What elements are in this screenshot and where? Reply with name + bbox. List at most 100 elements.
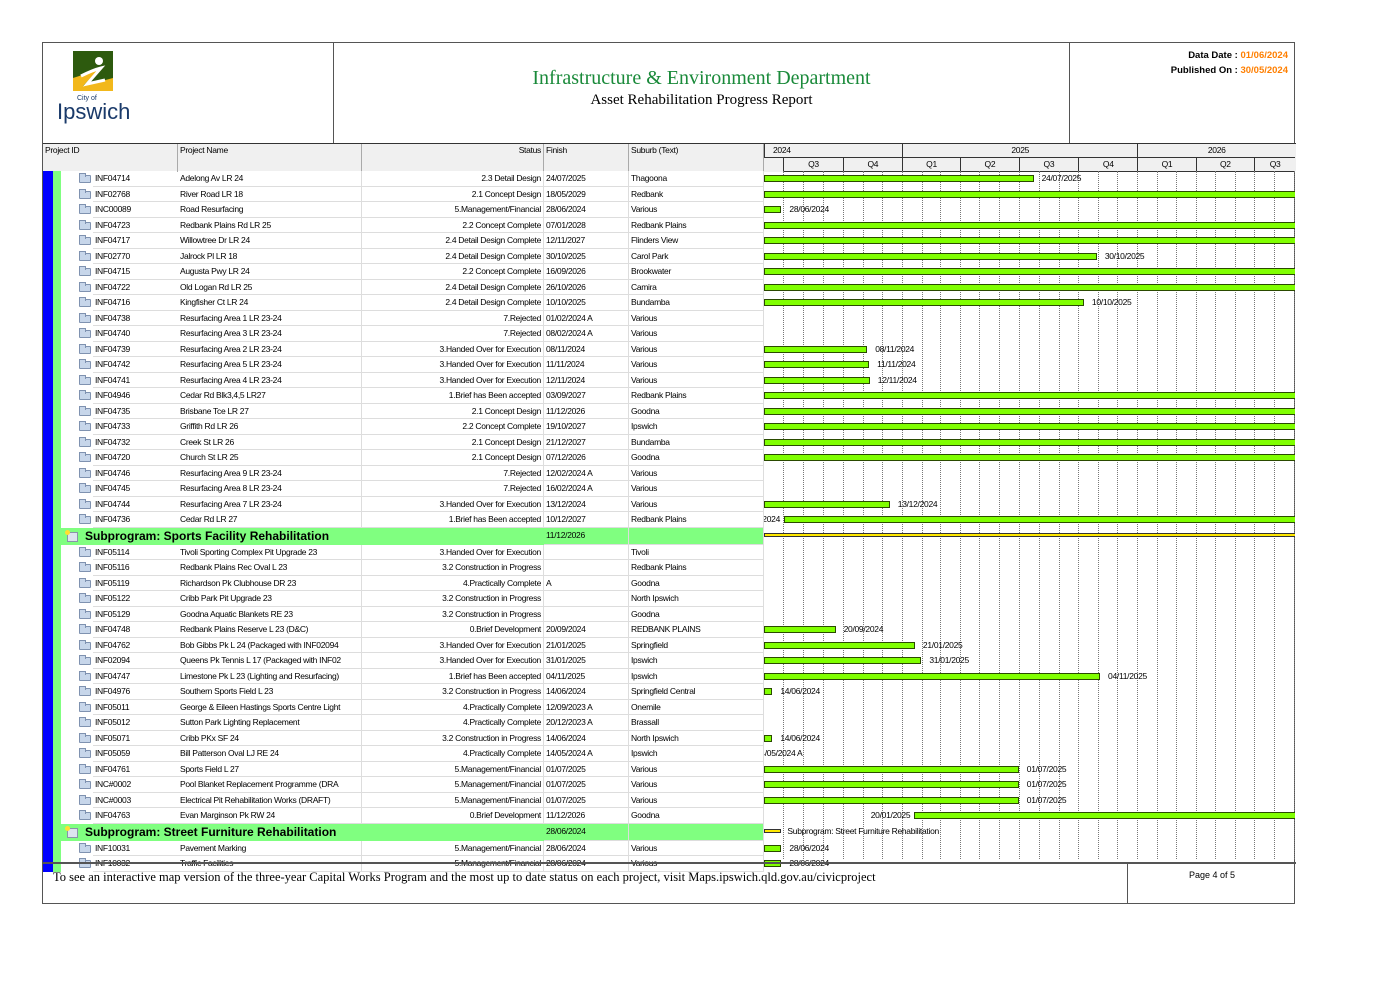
task-bar[interactable]	[764, 190, 1295, 198]
task-bar[interactable]	[783, 516, 1295, 523]
table-row[interactable]: INF05071 Cribb PKx SF 24 3.2 Construction …	[43, 730, 1296, 746]
subprogram-row[interactable]: Subprogram: Street Furniture Rehabilitat…	[43, 823, 1296, 841]
table-row[interactable]: INF04741 Resurfacing Area 4 LR 23-24 3.Han…	[43, 372, 1296, 388]
table-row[interactable]: INF04716 Kingfisher Ct LR 24 2.4 Detail De…	[43, 295, 1296, 311]
task-bar[interactable]	[764, 454, 1295, 461]
status-cell: 2.4 Detail Design Complete	[362, 295, 544, 311]
table-row[interactable]: INF02770 Jalrock Pl LR 18 2.4 Detail Desig…	[43, 248, 1296, 264]
report-subtitle: Asset Rehabilitation Progress Report	[590, 92, 813, 108]
table-row[interactable]: INF02768 River Road LR 18 2.1 Concept Desi…	[43, 186, 1296, 202]
task-bar[interactable]	[764, 252, 1097, 260]
table-row[interactable]: INF04747 Limestone Pk L 23 (Lighting and …	[43, 668, 1296, 684]
table-row[interactable]: INF04740 Resurfacing Area 3 LR 23-24 7.Rej…	[43, 326, 1296, 342]
table-row[interactable]: INF04714 Adelong Av LR 24 2.3 Detail Desig…	[43, 171, 1296, 187]
table-row[interactable]: INF05122 Cribb Park Pit Upgrade 23 3.2 Con…	[43, 591, 1296, 607]
col-project-id[interactable]: Project ID	[43, 144, 178, 172]
task-bar[interactable]	[764, 268, 1295, 275]
table-row[interactable]: INF05114 Tivoli Sporting Complex Pit Upgr…	[43, 544, 1296, 560]
timeline-quarter: Q2	[960, 158, 1019, 172]
table-row[interactable]: INF04715 Augusta Pwy LR 24 2.2 Concept Com…	[43, 264, 1296, 280]
project-id-cell: INF04745	[93, 481, 178, 497]
bar-finish-label: 20/09/2024	[843, 624, 884, 634]
outline-level-bar	[43, 372, 53, 388]
task-bar[interactable]	[764, 237, 1295, 244]
table-row[interactable]: INF05129 Goodna Aquatic Blankets RE 23 3.2…	[43, 606, 1296, 622]
table-row[interactable]: INF05059 Bill Patterson Oval LJ RE 24 4.Pr…	[43, 746, 1296, 762]
col-project-name[interactable]: Project Name	[178, 144, 362, 172]
table-row[interactable]: INF04735 Brisbane Tce LR 27 2.1 Concept De…	[43, 403, 1296, 419]
task-bar[interactable]	[764, 361, 870, 368]
task-bar[interactable]	[764, 175, 1034, 182]
task-bar[interactable]	[764, 438, 1295, 446]
task-bar[interactable]	[764, 407, 1295, 415]
status-cell: 2.1 Concept Design	[362, 450, 544, 466]
outline-level-bar	[43, 653, 53, 669]
status-cell: 4.Practically Complete	[362, 715, 544, 731]
table-row[interactable]: INF05119 Richardson Pk Clubhouse DR 23 4.P…	[43, 575, 1296, 592]
task-bar[interactable]	[764, 392, 1295, 399]
gantt-cell	[764, 576, 1295, 592]
task-bar[interactable]	[764, 688, 773, 695]
task-bar[interactable]	[764, 641, 915, 649]
outline-level-bar	[53, 419, 61, 435]
task-bar[interactable]	[764, 376, 870, 384]
task-bar[interactable]	[764, 626, 836, 633]
task-bar[interactable]	[764, 734, 773, 742]
table-row[interactable]: INF04723 Redbank Plains Rd LR 25 2.2 Conce…	[43, 217, 1296, 233]
table-row[interactable]: INF04746 Resurfacing Area 9 LR 23-24 7.Rej…	[43, 465, 1296, 481]
table-row[interactable]: INF04946 Cedar Rd Blk3,4,5 LR27 1.Brief ha…	[43, 388, 1296, 404]
table-row[interactable]: INF02094 Queens Pk Tennis L 17 (Packaged …	[43, 653, 1296, 669]
suburb-cell: Various	[629, 357, 764, 373]
summary-bar[interactable]	[764, 828, 782, 833]
table-row[interactable]: INF04722 Old Logan Rd LR 25 2.4 Detail Des…	[43, 279, 1296, 295]
task-bar[interactable]	[764, 765, 1019, 773]
table-row[interactable]: INF04748 Redbank Plains Reserve L 23 (D&C…	[43, 622, 1296, 638]
suburb-cell: Brookwater	[629, 264, 764, 280]
finish-cell: 24/07/2025	[544, 171, 629, 187]
table-row[interactable]: INF04720 Church St LR 25 2.1 Concept Desig…	[43, 450, 1296, 466]
task-bar[interactable]	[764, 672, 1101, 680]
task-bar[interactable]	[764, 844, 782, 852]
table-row[interactable]: INF05011 George & Eileen Hastings Sports …	[43, 699, 1296, 715]
table-row[interactable]: INF04744 Resurfacing Area 7 LR 23-24 3.Han…	[43, 496, 1296, 512]
task-bar[interactable]	[764, 283, 1295, 291]
table-row[interactable]: INF04976 Southern Sports Field L 23 3.2 Co…	[43, 684, 1296, 700]
col-status[interactable]: Status	[362, 144, 544, 172]
table-row[interactable]: INC#0003 Electrical Pit Rehabilitation Wo…	[43, 792, 1296, 808]
summary-bar[interactable]	[764, 532, 1295, 537]
subprogram-row[interactable]: Subprogram: Sports Facility Rehabilitati…	[43, 527, 1296, 545]
task-bar[interactable]	[764, 299, 1084, 306]
task-bar[interactable]	[764, 500, 890, 508]
table-row[interactable]: INF04761 Sports Field L 27 5.Management/Fi…	[43, 761, 1296, 777]
task-bar[interactable]	[764, 781, 1019, 788]
table-row[interactable]: INF04717 Willowtree Dr LR 24 2.4 Detail De…	[43, 233, 1296, 249]
task-bar[interactable]	[764, 796, 1019, 804]
table-row[interactable]: INF05012 Sutton Park Lighting Replacement…	[43, 715, 1296, 731]
col-finish[interactable]: Finish	[544, 144, 629, 172]
task-bar[interactable]	[914, 812, 1295, 819]
task-bar[interactable]	[764, 221, 1295, 229]
task-bar[interactable]	[764, 657, 922, 664]
table-row[interactable]: INC#0002 Pool Blanket Replacement Program…	[43, 777, 1296, 793]
task-bar[interactable]	[764, 206, 782, 213]
table-row[interactable]: INF04739 Resurfacing Area 2 LR 23-24 3.Han…	[43, 341, 1296, 357]
table-row[interactable]: INF05116 Redbank Plains Rec Oval L 23 3.2 …	[43, 560, 1296, 576]
table-row[interactable]: INF04742 Resurfacing Area 5 LR 23-24 3.Han…	[43, 357, 1296, 373]
table-row[interactable]: INF04733 Griffith Rd LR 26 2.2 Concept Com…	[43, 419, 1296, 435]
folder-icon	[79, 483, 91, 493]
table-row[interactable]: INF10031 Pavement Marking 5.Management/Fin…	[43, 840, 1296, 856]
col-suburb[interactable]: Suburb (Text)	[629, 144, 764, 172]
status-cell: 3.Handed Over for Execution	[362, 372, 544, 388]
outline-level-bar	[53, 560, 61, 576]
table-row[interactable]: INC00089 Road Resurfacing 5.Management/Fin…	[43, 202, 1296, 218]
table-row[interactable]: INF04736 Cedar Rd LR 27 1.Brief has Been a…	[43, 512, 1296, 528]
table-row[interactable]: INF04763 Evan Marginson Pk RW 24 0.Brief D…	[43, 808, 1296, 824]
task-bar[interactable]	[764, 345, 868, 353]
finish-cell: 14/06/2024	[544, 730, 629, 746]
table-row[interactable]: INF04732 Creek St LR 26 2.1 Concept Design…	[43, 434, 1296, 450]
table-row[interactable]: INF04745 Resurfacing Area 8 LR 23-24 7.Rej…	[43, 481, 1296, 497]
task-bar[interactable]	[764, 423, 1295, 430]
table-row[interactable]: INF04738 Resurfacing Area 1 LR 23-24 7.Rej…	[43, 310, 1296, 326]
suburb-cell: Goodna	[629, 808, 764, 824]
table-row[interactable]: INF04762 Bob Gibbs Pk L 24 (Packaged with…	[43, 637, 1296, 653]
